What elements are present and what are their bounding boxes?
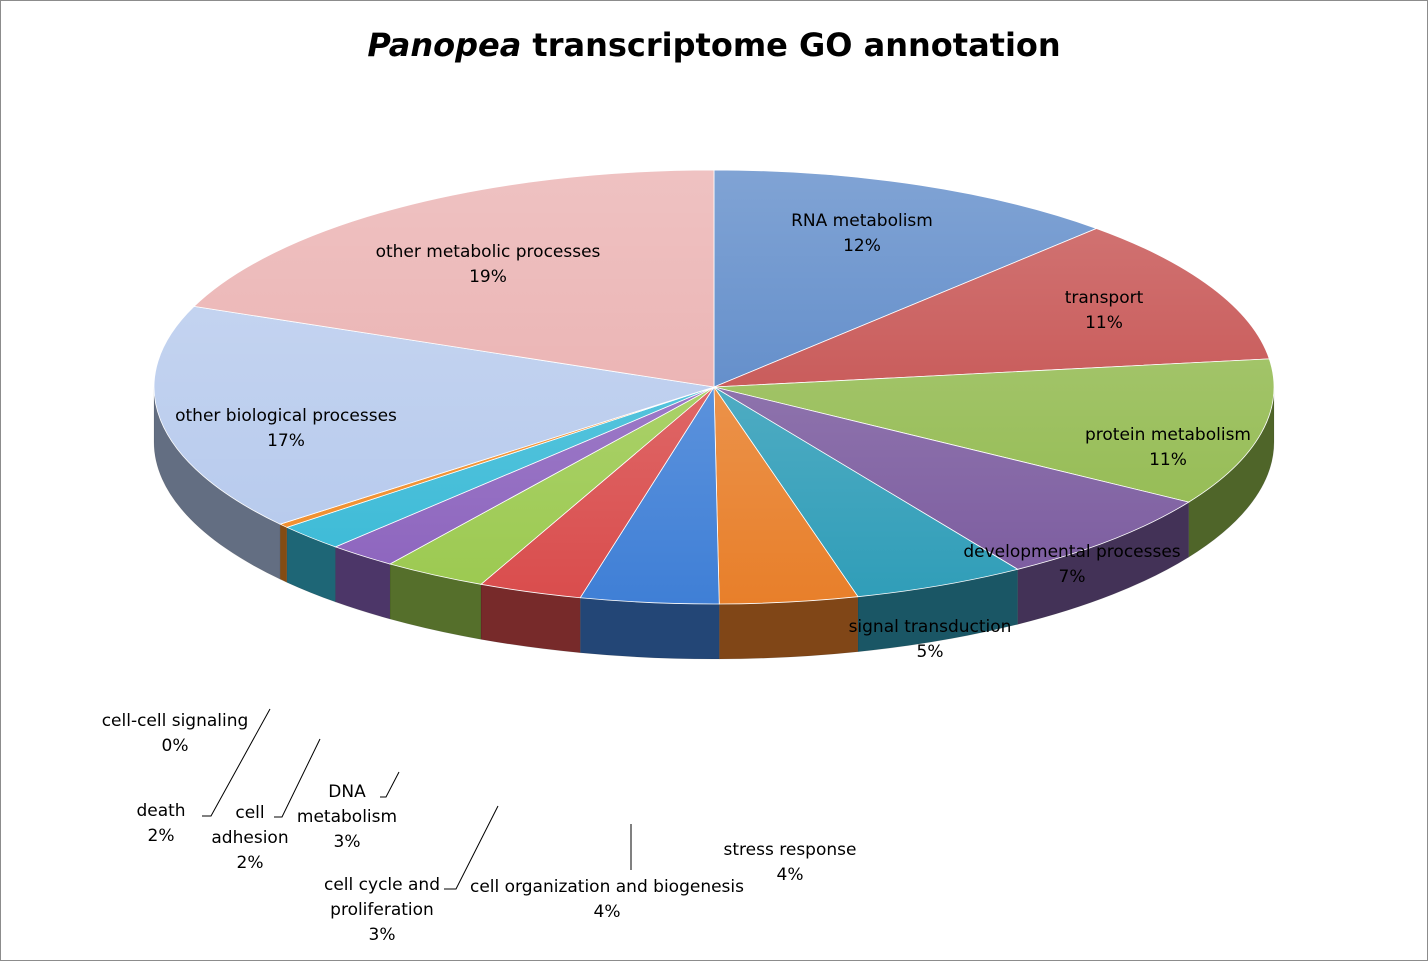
slice-label-cell-adhesion: cell adhesion 2% (211, 803, 288, 873)
slice-percent-developmental-processes: 7% (1059, 567, 1086, 587)
slice-label-protein-metabolism: protein metabolism 11% (1085, 425, 1251, 470)
slice-label-dna-metabolism: DNA metabolism 3% (297, 782, 397, 852)
leader-line-death (202, 708, 271, 817)
leader-line-cell-cycle-and-proliferation (444, 805, 499, 890)
slice-percent-signal-transduction: 5% (917, 642, 944, 662)
slice-percent-other-metabolic-processes: 19% (469, 267, 507, 287)
slice-percent-cell-cycle-and-proliferation: 3% (369, 925, 396, 945)
pie-sides (153, 386, 1275, 660)
slice-percent-rna-metabolism: 12% (843, 236, 881, 256)
pie-side-stress-response (718, 596, 859, 660)
slice-label-cell-organization-and-biogenesis: cell organization and biogenesis 4% (470, 877, 744, 922)
pie-side-cell-cell-signaling (279, 523, 288, 583)
slice-label-cell-cell-signaling: cell-cell signaling 0% (102, 711, 249, 756)
slice-label-other-metabolic-processes: other metabolic processes 19% (376, 242, 601, 287)
slice-labels: RNA metabolism 12% transport 11% protein met… (102, 211, 1251, 945)
slice-percent-transport: 11% (1085, 313, 1123, 333)
slice-label-stress-response: stress response 4% (724, 840, 857, 885)
slice-label-cell-cycle-and-proliferation: cell cycle and proliferation 3% (324, 875, 440, 945)
slice-percent-cell-cell-signaling: 0% (162, 736, 189, 756)
slice-percent-death: 2% (148, 826, 175, 846)
slice-percent-dna-metabolism: 3% (334, 832, 361, 852)
slice-label-rna-metabolism: RNA metabolism 12% (791, 211, 933, 256)
leader-lines (202, 708, 632, 890)
chart-title-emphasis: Panopea (367, 26, 522, 64)
slice-label-developmental-processes: developmental processes 7% (963, 542, 1180, 587)
slice-percent-cell-adhesion: 2% (237, 853, 264, 873)
chart-title: Panopea transcriptome GO annotation (0, 26, 1428, 64)
slice-label-signal-transduction: signal transduction 5% (849, 617, 1012, 662)
slice-label-other-biological-processes: other biological processes 17% (175, 406, 397, 451)
pie-sheen (154, 170, 1274, 604)
slice-percent-cell-organization-and-biogenesis: 4% (594, 902, 621, 922)
chart-title-rest: transcriptome GO annotation (521, 26, 1061, 64)
slice-label-transport: transport 11% (1065, 288, 1144, 333)
slice-percent-protein-metabolism: 11% (1149, 450, 1187, 470)
leader-line-cell-adhesion (274, 738, 321, 818)
leader-line-dna-metabolism (380, 771, 400, 798)
pie-tops (153, 169, 1275, 605)
slice-percent-stress-response: 4% (777, 865, 804, 885)
slice-label-death: death 2% (136, 801, 185, 846)
slice-percent-other-biological-processes: 17% (267, 431, 305, 451)
pie-side-cell-organization-and-biogenesis (579, 597, 720, 660)
